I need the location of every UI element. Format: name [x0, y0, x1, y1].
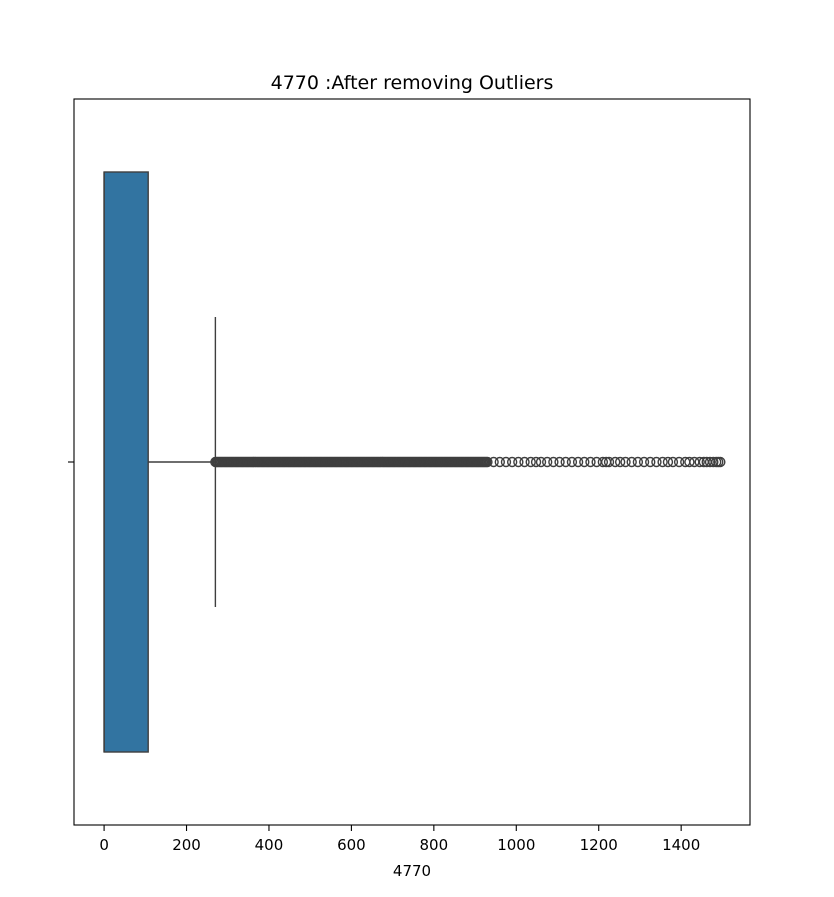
outlier-point [519, 456, 530, 468]
outlier-point [535, 456, 547, 468]
chart-title: 4770 :After removing Outliers [271, 72, 554, 94]
box [103, 171, 149, 753]
x-tick-label: 0 [99, 836, 109, 854]
outlier-point [626, 456, 637, 468]
x-tick-label: 800 [420, 836, 449, 854]
outlier-point [610, 456, 621, 468]
outlier-point [694, 456, 705, 468]
outlier-point [579, 456, 590, 468]
outlier-point [662, 456, 674, 468]
outlier-point [513, 456, 524, 468]
outlier-point [704, 456, 716, 468]
outlier-point [657, 456, 668, 468]
outlier-point [548, 456, 559, 468]
outlier-point [500, 456, 512, 468]
outlier-point [651, 456, 662, 468]
outlier-point [715, 456, 726, 468]
x-tick-label: 200 [172, 836, 201, 854]
outlier-point [603, 456, 615, 468]
x-tick-label: 1200 [580, 836, 618, 854]
outlier-point [560, 456, 571, 468]
outlier-point [620, 456, 631, 468]
outlier-point [488, 456, 499, 468]
x-tick-label: 400 [255, 836, 284, 854]
outlier-point [632, 456, 644, 468]
outlier-point [614, 456, 626, 468]
outlier-point [494, 456, 505, 468]
plot-layer [103, 171, 217, 753]
outlier-point [482, 456, 493, 468]
outlier-point [673, 456, 685, 468]
outlier-point [585, 456, 596, 468]
x-tick-label: 600 [337, 836, 366, 854]
x-axis-ticks: 0 200 400 600 800 1000 1200 1400 [99, 825, 700, 854]
outlier-point [554, 456, 565, 468]
outlier-point [684, 456, 695, 468]
outlier-point [542, 456, 553, 468]
outlier-point [645, 456, 656, 468]
outlier-point [597, 456, 609, 468]
outlier-point [506, 456, 518, 468]
outlier-point [638, 456, 650, 468]
outlier-point [572, 456, 584, 468]
outlier-point [566, 456, 578, 468]
x-tick-label: 1400 [662, 836, 700, 854]
outlier-point [525, 456, 536, 468]
outliers [210, 456, 726, 468]
outlier-point [530, 456, 542, 468]
outlier-point [667, 456, 679, 468]
x-axis-label: 4770 [393, 862, 431, 880]
x-tick-label: 1000 [497, 836, 535, 854]
outlier-point [708, 456, 719, 468]
